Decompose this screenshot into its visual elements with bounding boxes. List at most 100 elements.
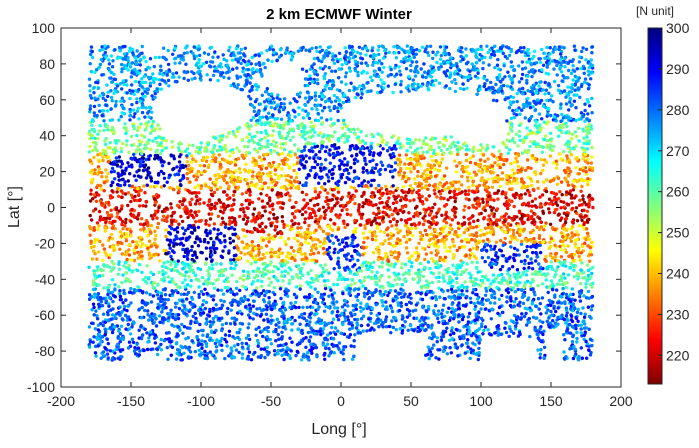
data-point [220, 255, 225, 260]
data-point [393, 161, 398, 165]
data-point [205, 155, 210, 159]
data-point [113, 48, 117, 52]
data-point [225, 344, 229, 348]
data-point [574, 316, 579, 321]
data-point [519, 317, 523, 321]
data-point [357, 203, 361, 207]
data-point [481, 66, 485, 71]
data-point [505, 295, 509, 299]
data-point [350, 323, 354, 328]
data-point [269, 105, 273, 110]
data-point [165, 260, 170, 264]
data-point [472, 287, 476, 292]
data-point [293, 236, 297, 241]
data-point [185, 160, 189, 164]
data-point [414, 60, 419, 64]
data-point [576, 277, 580, 281]
data-point [95, 257, 99, 261]
data-point [486, 177, 490, 181]
data-point [514, 132, 518, 136]
data-point [237, 300, 241, 304]
data-point [227, 354, 231, 358]
data-point [225, 135, 229, 139]
data-point [503, 54, 508, 59]
data-point [150, 317, 154, 322]
data-point [164, 306, 168, 310]
data-point [323, 286, 328, 291]
data-point [563, 281, 567, 286]
data-point [503, 320, 508, 325]
data-point [316, 118, 321, 123]
data-point [508, 125, 513, 130]
data-point [397, 65, 401, 69]
data-point [134, 150, 139, 154]
data-point [343, 225, 347, 230]
data-point [457, 161, 461, 165]
data-point [473, 307, 477, 312]
data-point [99, 187, 104, 191]
data-point [486, 226, 491, 230]
data-point [319, 116, 324, 120]
data-point [210, 159, 214, 164]
data-point [585, 231, 590, 236]
data-point [330, 325, 334, 330]
data-point [555, 288, 559, 292]
data-point [370, 237, 375, 242]
data-point [184, 270, 188, 274]
data-point [205, 282, 210, 286]
data-point [404, 67, 409, 71]
data-point [235, 279, 239, 284]
data-point [250, 55, 254, 60]
data-point [157, 314, 162, 318]
data-point [99, 184, 103, 188]
data-point [267, 111, 271, 115]
data-point [509, 95, 513, 99]
data-point [363, 275, 367, 280]
data-point [568, 236, 573, 240]
data-point [523, 116, 527, 120]
data-point [516, 334, 521, 338]
data-point [546, 120, 550, 124]
data-point [526, 213, 530, 218]
data-point [408, 323, 413, 328]
data-point [384, 300, 388, 304]
data-point [322, 279, 327, 283]
data-point [304, 160, 308, 164]
data-point [379, 78, 383, 82]
data-point [453, 159, 457, 163]
data-point [329, 117, 333, 121]
data-point [465, 289, 469, 293]
data-point [491, 145, 495, 149]
data-point [88, 213, 92, 218]
data-point [376, 83, 380, 88]
data-point [324, 199, 328, 204]
data-point [273, 234, 277, 238]
data-point [391, 190, 395, 195]
data-point [469, 333, 474, 338]
data-point [585, 135, 589, 139]
data-point [109, 54, 114, 58]
data-point [589, 70, 593, 74]
data-point [577, 354, 581, 359]
data-point [437, 286, 441, 290]
data-point [120, 204, 124, 208]
data-point [104, 103, 108, 107]
data-point [393, 250, 397, 254]
data-point [121, 191, 125, 195]
data-point [398, 242, 403, 246]
data-point [181, 267, 185, 271]
data-point [412, 328, 416, 333]
data-point [206, 165, 211, 170]
data-point [275, 193, 279, 197]
data-point [117, 285, 121, 289]
data-point [109, 232, 114, 237]
data-point [98, 48, 102, 53]
data-point [336, 109, 340, 114]
data-point [164, 146, 169, 150]
data-point [229, 261, 234, 266]
data-point [541, 282, 545, 286]
data-point [246, 357, 251, 361]
data-point [111, 59, 115, 63]
data-point [578, 167, 582, 172]
data-point [511, 228, 516, 232]
